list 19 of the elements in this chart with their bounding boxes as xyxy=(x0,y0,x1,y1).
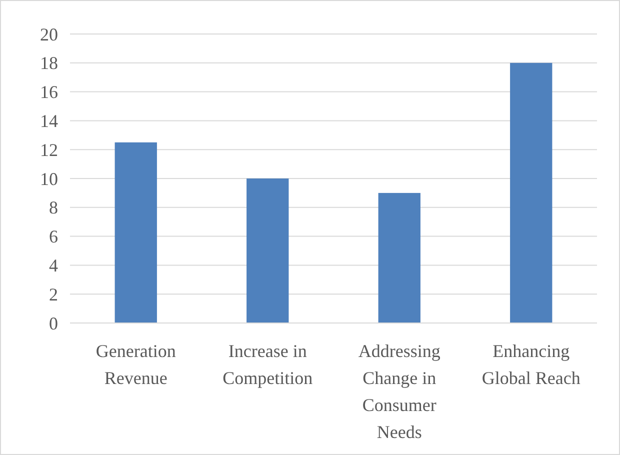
bar xyxy=(378,192,420,323)
y-tick-label: 10 xyxy=(40,168,58,189)
x-tick-label: Generation Revenue xyxy=(96,341,176,388)
y-tick-label: 8 xyxy=(49,198,58,218)
y-tick-label: 12 xyxy=(40,140,58,160)
y-tick-label: 6 xyxy=(49,226,58,247)
bar xyxy=(510,62,552,323)
bar xyxy=(246,178,289,323)
bar xyxy=(114,142,157,323)
y-tick-label: 18 xyxy=(40,53,58,74)
y-tick-label: 0 xyxy=(49,313,58,334)
y-tick-label: 20 xyxy=(40,24,58,44)
y-tick-label: 16 xyxy=(40,82,58,102)
x-tick-label: Increase in Competition xyxy=(222,341,313,388)
y-tick-label: 2 xyxy=(49,284,58,304)
y-tick-label: 4 xyxy=(49,256,58,276)
x-tick-label: Enhancing Global Reach xyxy=(482,341,580,388)
y-tick-label: 14 xyxy=(40,111,58,131)
x-tick-label: Addressing Change in Consumer Needs xyxy=(358,341,440,442)
